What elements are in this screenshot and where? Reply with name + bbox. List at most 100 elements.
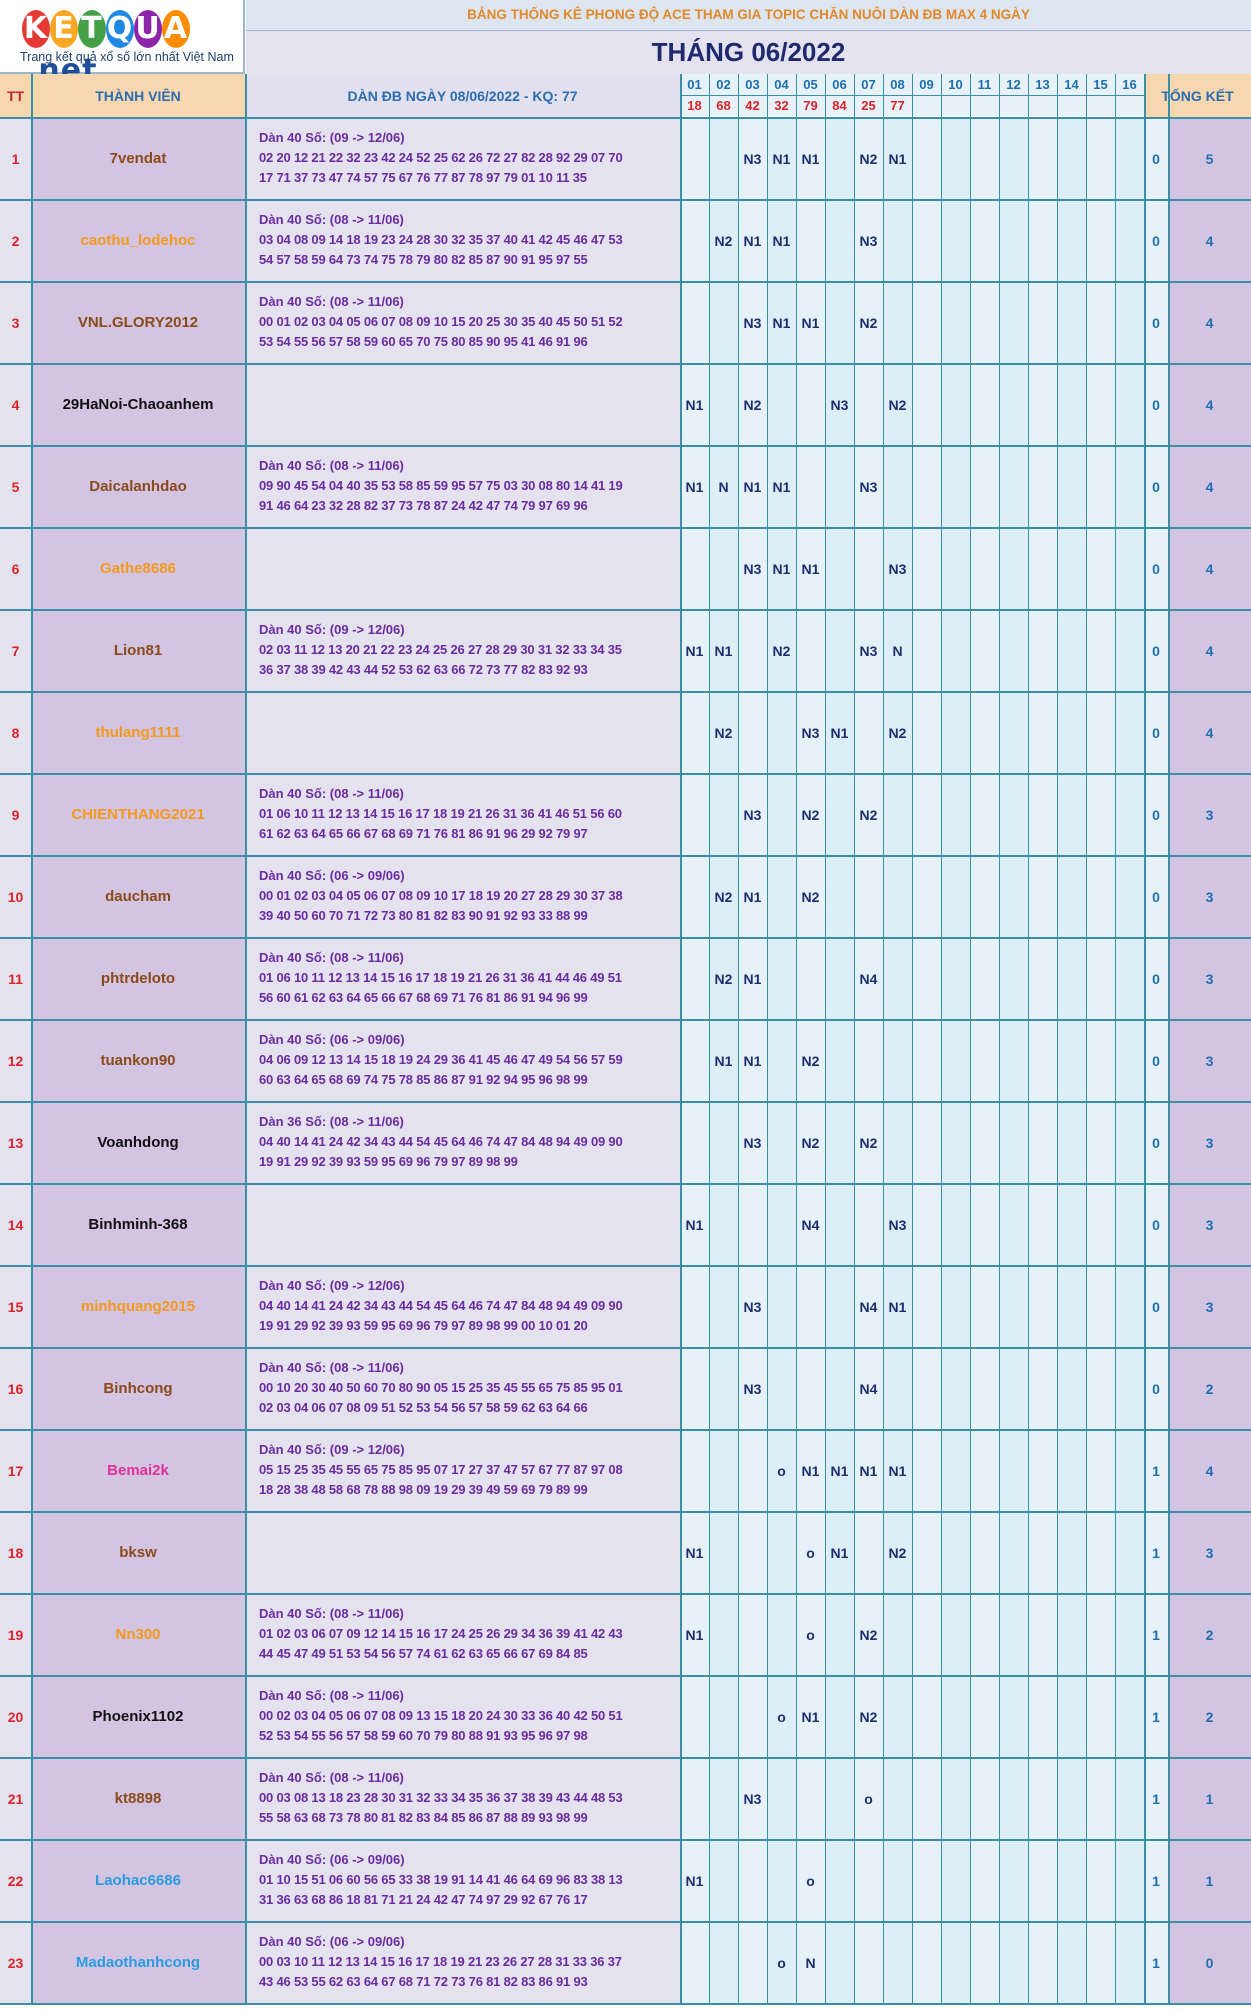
dan-l2: 36 37 38 39 42 43 44 52 53 62 63 66 72 7… [259, 662, 588, 677]
day-cell [1086, 692, 1115, 774]
day-cell [912, 1102, 941, 1184]
day-cell: N1 [738, 200, 767, 282]
day-cell [738, 692, 767, 774]
header-result: 77 [883, 96, 912, 116]
total-count: 4 [1168, 1430, 1251, 1512]
day-cell [1115, 1594, 1144, 1676]
member-name[interactable]: Phoenix1102 [31, 1676, 245, 1758]
day-cell: N1 [767, 446, 796, 528]
dan-l1: 00 01 02 03 04 05 06 07 08 09 10 17 18 1… [259, 888, 623, 903]
row-divider [0, 691, 1251, 693]
member-name[interactable]: Madaothanhcong [31, 1922, 245, 2004]
day-cell: N2 [796, 1102, 825, 1184]
member-name[interactable]: Binhminh-368 [31, 1184, 245, 1266]
day-cell: N2 [883, 692, 912, 774]
member-name[interactable]: tuankon90 [31, 1020, 245, 1102]
day-cell [1086, 938, 1115, 1020]
day-cell [912, 118, 941, 200]
table-row: 20 Phoenix1102 Dàn 40 Số: (08 -> 11/06) 00 … [0, 1676, 1251, 1758]
day-cell [1086, 774, 1115, 856]
header-day: 04 [767, 74, 796, 96]
member-name[interactable]: 7vendat [31, 118, 245, 200]
member-name[interactable]: Daicalanhdao [31, 446, 245, 528]
dan-title: Dàn 40 Số: (08 -> 11/06) [259, 1770, 404, 1785]
day-cell [1057, 1512, 1086, 1594]
member-name[interactable]: thulang1111 [31, 692, 245, 774]
day-cell [1086, 1840, 1115, 1922]
total-count: 2 [1168, 1594, 1251, 1676]
member-name[interactable]: 29HaNoi-Chaoanhem [31, 364, 245, 446]
header-day: 13 [1028, 74, 1057, 96]
day-divider [709, 74, 710, 2004]
member-name[interactable]: CHIENTHANG2021 [31, 774, 245, 856]
day-cell [1028, 1840, 1057, 1922]
header-result [1028, 96, 1057, 116]
day-cell: o [767, 1922, 796, 2004]
member-name[interactable]: Gathe8686 [31, 528, 245, 610]
member-name[interactable]: VNL.GLORY2012 [31, 282, 245, 364]
dan-title: Dàn 40 Số: (08 -> 11/06) [259, 1360, 404, 1375]
table-row: 15 minhquang2015 Dàn 40 Số: (09 -> 12/06) 0… [0, 1266, 1251, 1348]
day-cell [1115, 1840, 1144, 1922]
day-cell [680, 282, 709, 364]
dan-l2: 60 63 64 65 68 69 74 75 78 85 86 87 91 9… [259, 1072, 588, 1087]
table-row: 12 tuankon90 Dàn 40 Số: (06 -> 09/06) 04 06… [0, 1020, 1251, 1102]
member-name[interactable]: Laohac6686 [31, 1840, 245, 1922]
member-name[interactable]: caothu_lodehoc [31, 200, 245, 282]
day-cell: N3 [738, 774, 767, 856]
day-cell [1028, 200, 1057, 282]
day-cell [941, 1184, 970, 1266]
day-cell [941, 1266, 970, 1348]
day-cell [970, 774, 999, 856]
table-row: 3 VNL.GLORY2012 Dàn 40 Số: (08 -> 11/06) 00… [0, 282, 1251, 364]
miss-count: 0 [1144, 446, 1168, 528]
day-cell [941, 1594, 970, 1676]
site-logo[interactable]: K E T QU A.net Trang kết quả xổ số lớn nhất … [0, 0, 245, 88]
member-name[interactable]: minhquang2015 [31, 1266, 245, 1348]
day-divider [1086, 74, 1087, 2004]
miss-count: 0 [1144, 200, 1168, 282]
member-name[interactable]: bksw [31, 1512, 245, 1594]
header-result [1086, 96, 1115, 116]
member-name[interactable]: phtrdeloto [31, 938, 245, 1020]
dan-cell: Dàn 40 Số: (08 -> 11/06) 00 02 03 04 05 0… [245, 1676, 680, 1758]
miss-count: 0 [1144, 1020, 1168, 1102]
header-day: 06 [825, 74, 854, 96]
member-name[interactable]: Lion81 [31, 610, 245, 692]
day-cell [767, 1840, 796, 1922]
row-number: 11 [0, 938, 31, 1020]
member-name[interactable]: Voanhdong [31, 1102, 245, 1184]
day-cell: N1 [796, 528, 825, 610]
member-name[interactable]: daucham [31, 856, 245, 938]
day-cell [1028, 364, 1057, 446]
member-name[interactable]: Bemai2k [31, 1430, 245, 1512]
day-cell [999, 1430, 1028, 1512]
day-cell [883, 282, 912, 364]
day-cell: N1 [680, 610, 709, 692]
day-cell [941, 692, 970, 774]
day-cell: N1 [709, 1020, 738, 1102]
day-cell [854, 528, 883, 610]
day-cell [709, 1266, 738, 1348]
dan-cell [245, 692, 680, 774]
member-name[interactable]: Nn300 [31, 1594, 245, 1676]
dan-cell: Dàn 36 Số: (08 -> 11/06) 04 40 14 41 24 4… [245, 1102, 680, 1184]
day-cell [738, 1922, 767, 2004]
member-name[interactable]: kt8898 [31, 1758, 245, 1840]
dan-cell [245, 364, 680, 446]
day-cell [796, 938, 825, 1020]
day-cell [709, 1102, 738, 1184]
day-cell: N2 [854, 1594, 883, 1676]
day-cell [970, 938, 999, 1020]
dan-cell: Dàn 40 Số: (06 -> 09/06) 00 01 02 03 04 0… [245, 856, 680, 938]
row-number: 18 [0, 1512, 31, 1594]
header-day: 03 [738, 74, 767, 96]
row-divider [0, 281, 1251, 283]
day-cell [825, 774, 854, 856]
day-cell [941, 1676, 970, 1758]
day-cell: N3 [796, 692, 825, 774]
day-cell [767, 1266, 796, 1348]
row-number: 22 [0, 1840, 31, 1922]
miss-count: 1 [1144, 1676, 1168, 1758]
member-name[interactable]: Binhcong [31, 1348, 245, 1430]
